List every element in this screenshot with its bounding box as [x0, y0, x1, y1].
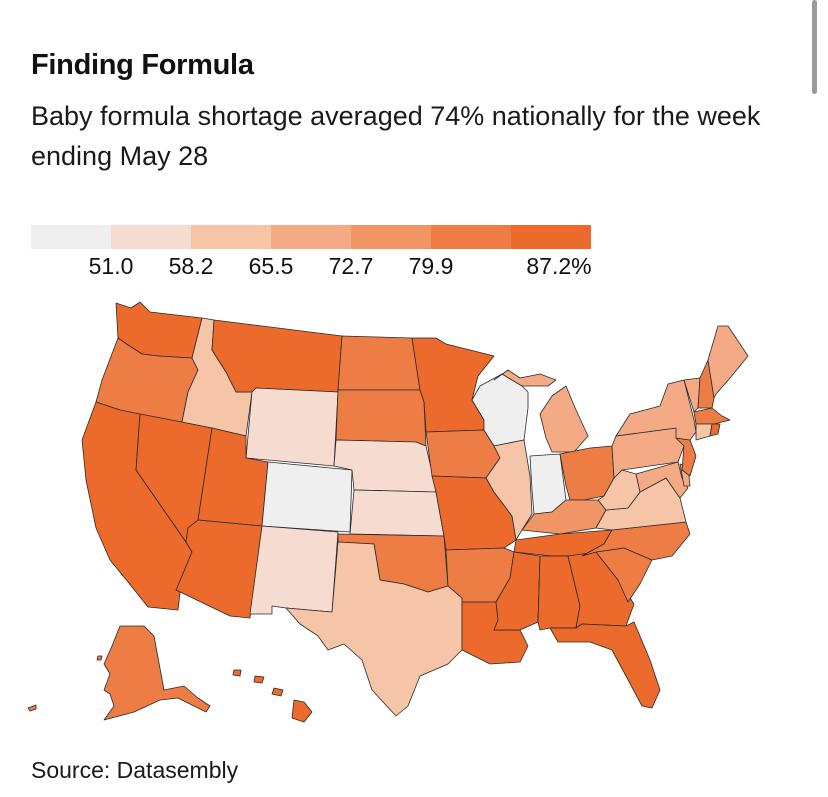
- state-HI-kauai: [232, 669, 242, 677]
- chart-title: Finding Formula: [31, 49, 254, 81]
- state-MI: [539, 385, 589, 453]
- state-TX: [285, 541, 463, 717]
- state-MD: [635, 461, 689, 499]
- state-HI-maui: [271, 687, 284, 697]
- state-HI-oahu: [253, 675, 265, 684]
- state-SD: [335, 389, 427, 447]
- state-AZ: [175, 519, 263, 619]
- state-NM: [249, 525, 339, 615]
- state-CT: [695, 423, 713, 441]
- legend-tick-label: 87.2%: [526, 253, 592, 279]
- state-WI: [471, 373, 529, 447]
- state-WY: [245, 387, 339, 467]
- legend-swatch: [271, 225, 351, 249]
- state-CO: [261, 461, 353, 533]
- state-MA: [693, 407, 731, 425]
- state-ND: [337, 335, 421, 391]
- state-ME: [707, 325, 749, 399]
- state-AK: [103, 625, 211, 721]
- state-AK-islands: [27, 655, 103, 712]
- legend-swatch: [31, 225, 111, 249]
- legend-swatch: [191, 225, 271, 249]
- state-HI-big: [291, 699, 313, 723]
- state-KS: [349, 489, 445, 537]
- legend-swatch: [351, 225, 431, 249]
- state-NC: [581, 521, 691, 561]
- state-NY: [615, 379, 697, 441]
- legend-swatch: [111, 225, 191, 249]
- legend-swatch: [431, 225, 511, 249]
- chart-subtitle: Baby formula shortage averaged 74% natio…: [31, 101, 761, 171]
- state-MS: [493, 551, 541, 631]
- state-MI-upper: [493, 369, 557, 387]
- legend-swatch: [511, 225, 591, 249]
- state-RI: [709, 423, 721, 437]
- legend-tick-label: 72.7: [328, 253, 374, 279]
- legend-tick-label: 79.9: [408, 253, 454, 279]
- legend-tick-label: 65.5: [248, 253, 294, 279]
- state-MT: [211, 319, 343, 393]
- legend-tick-label: 58.2: [168, 253, 214, 279]
- state-KY: [521, 499, 607, 535]
- source-note: Source: Datasembly: [31, 757, 239, 783]
- state-NH: [697, 359, 715, 409]
- color-legend: [31, 225, 591, 249]
- scrollbar[interactable]: [812, 0, 817, 94]
- legend-tick-label: 51.0: [88, 253, 134, 279]
- state-FL: [549, 621, 661, 709]
- us-choropleth-map: [27, 301, 749, 723]
